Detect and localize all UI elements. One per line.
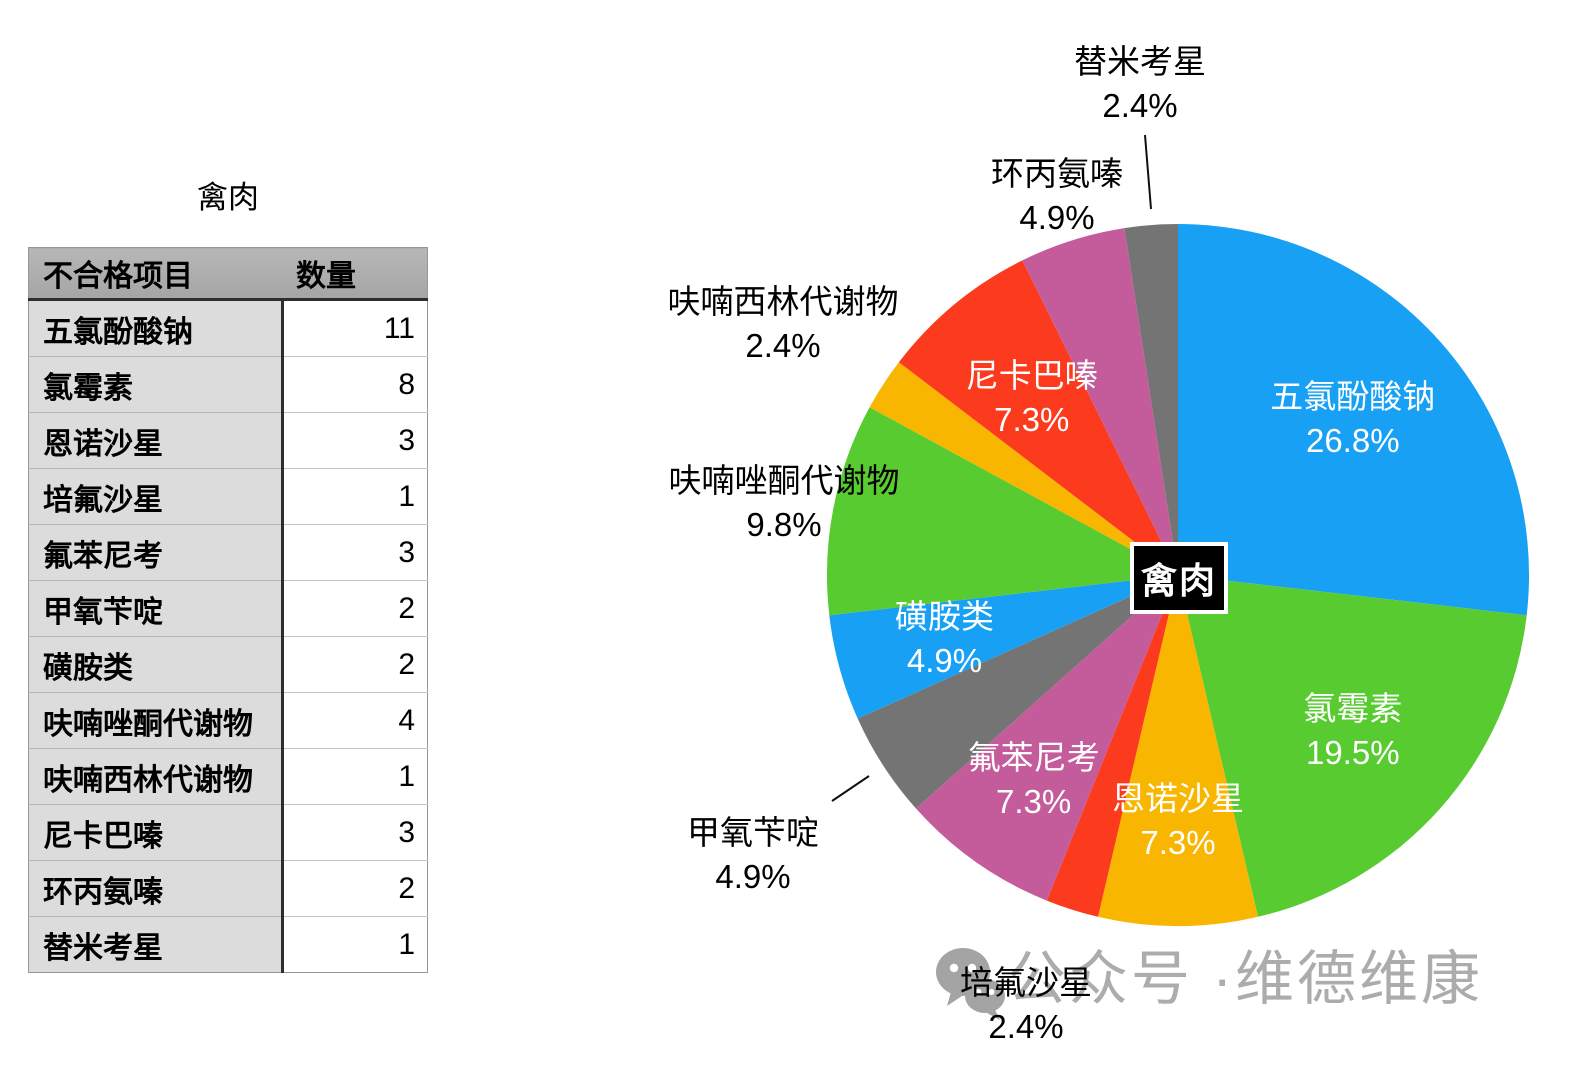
pie-slice-11 — [1124, 223, 1178, 575]
pie-slice-7 — [826, 407, 1178, 616]
table-title: 禽肉 — [197, 180, 259, 215]
pie-label-percent: 19.5% — [1305, 733, 1400, 771]
pie-label-name: 环丙氨嗪 — [991, 155, 1123, 192]
item-name-cell: 甲氧苄啶 — [28, 580, 282, 637]
item-name-cell: 五氯酚酸钠 — [28, 299, 282, 357]
leader-line-1 — [831, 775, 870, 802]
pie-label-9: 尼卡巴嗪 7.3% — [966, 354, 1098, 442]
item-count-cell: 2 — [280, 860, 428, 917]
pie-label-name: 培氟沙星 — [960, 964, 1092, 1001]
item-count-cell: 2 — [280, 636, 428, 693]
table-header-row: 不合格项目 数量 — [28, 247, 428, 301]
pie-label-2: 恩诺沙星 7.3% — [1112, 777, 1244, 865]
pie-label-10: 环丙氨嗪 4.9% — [991, 152, 1123, 240]
pie-slice-1 — [1178, 575, 1527, 917]
column-header-item: 不合格项目 — [28, 247, 282, 301]
pie-label-6: 磺胺类 4.9% — [895, 595, 994, 683]
table-row: 甲氧苄啶 2 — [28, 580, 428, 637]
table-row: 呋喃唑酮代谢物 4 — [28, 692, 428, 749]
table-row: 氯霉素 8 — [28, 356, 428, 413]
pie-slice-9 — [898, 260, 1178, 575]
item-count-cell: 2 — [280, 580, 428, 637]
pie-center-badge: 禽肉 — [1130, 542, 1228, 614]
pie-label-0: 五氯酚酸钠 26.8% — [1270, 375, 1435, 463]
table-row: 恩诺沙星 3 — [28, 412, 428, 469]
pie-label-percent: 26.8% — [1305, 422, 1400, 460]
item-count-cell: 3 — [280, 524, 428, 581]
item-count-cell: 3 — [280, 804, 428, 861]
item-name-cell: 恩诺沙星 — [28, 412, 282, 469]
item-count-cell: 1 — [280, 916, 428, 973]
pie-label-percent: 2.4% — [988, 1008, 1064, 1045]
pie-label-name: 恩诺沙星 — [1112, 779, 1244, 817]
pie-label-percent: 7.3% — [994, 400, 1070, 438]
item-name-cell: 呋喃西林代谢物 — [28, 748, 282, 805]
pie-label-name: 呋喃西林代谢物 — [667, 283, 899, 320]
item-name-cell: 培氟沙星 — [28, 468, 282, 525]
item-name-cell: 氟苯尼考 — [28, 524, 282, 581]
pie-center-label: 禽肉 — [1140, 560, 1217, 601]
item-name-cell: 氯霉素 — [28, 356, 282, 413]
wechat-icon — [936, 948, 1005, 1020]
item-name-cell: 呋喃唑酮代谢物 — [28, 692, 282, 749]
pie-label-name: 氯霉素 — [1303, 689, 1403, 727]
pie-label-percent: 4.9% — [906, 642, 983, 680]
pie-label-5: 甲氧苄啶 4.9% — [687, 811, 819, 899]
leader-line-0 — [1144, 134, 1152, 210]
pie-slice-8 — [869, 362, 1178, 575]
pie-label-4: 氟苯尼考 7.3% — [968, 736, 1100, 824]
table-row: 呋喃西林代谢物 1 — [28, 748, 428, 805]
pie-slice-10 — [1022, 228, 1178, 575]
pie-label-3: 培氟沙星 2.4% — [960, 961, 1092, 1049]
item-name-cell: 环丙氨嗪 — [28, 860, 282, 917]
pie-label-name: 氟苯尼考 — [967, 739, 1100, 777]
pie-label-name: 五氯酚酸钠 — [1270, 378, 1436, 416]
item-name-cell: 替米考星 — [28, 916, 282, 973]
table-row: 培氟沙星 1 — [28, 468, 428, 525]
item-name-cell: 磺胺类 — [28, 636, 282, 693]
item-name-cell: 尼卡巴嗪 — [28, 804, 282, 861]
pie-label-percent: 2.4% — [1102, 87, 1178, 124]
pie-label-8: 呋喃西林代谢物 2.4% — [668, 280, 899, 368]
item-count-cell: 3 — [280, 412, 428, 469]
pie-label-name: 尼卡巴嗪 — [965, 356, 1098, 394]
pie-slice-3 — [1046, 575, 1178, 917]
pie-label-7: 呋喃唑酮代谢物 9.8% — [669, 459, 900, 547]
watermark-text: 公众号 ·维德维康 — [1007, 946, 1484, 1012]
pie-label-percent: 4.9% — [715, 858, 791, 895]
table-row: 磺胺类 2 — [28, 636, 428, 693]
item-count-cell: 11 — [280, 299, 428, 357]
pie-slice-4 — [916, 575, 1178, 901]
pie-label-1: 氯霉素 19.5% — [1303, 687, 1402, 775]
pie-label-percent: 9.8% — [746, 506, 822, 543]
pie-slice-6 — [829, 575, 1178, 719]
table-row: 尼卡巴嗪 3 — [28, 804, 428, 861]
defect-table: 不合格项目 数量 五氯酚酸钠 11 氯霉素 8 恩诺沙星 3 培氟沙星 1 氟苯尼考 3 甲氧苄啶 2… — [28, 247, 428, 973]
pie-label-name: 呋喃唑酮代谢物 — [668, 462, 900, 499]
pie-label-name: 磺胺类 — [894, 598, 994, 636]
table-row: 氟苯尼考 3 — [28, 524, 428, 581]
column-header-count: 数量 — [282, 247, 428, 301]
watermark: 公众号 ·维德维康 — [935, 940, 1535, 1020]
item-count-cell: 1 — [280, 748, 428, 805]
pie-label-name: 甲氧苄啶 — [687, 814, 819, 851]
table-row: 五氯酚酸钠 11 — [28, 299, 428, 357]
pie-label-percent: 7.3% — [1140, 823, 1216, 861]
item-count-cell: 8 — [280, 356, 428, 413]
pie-slice-5 — [857, 575, 1178, 809]
pie-slice-2 — [1098, 575, 1258, 927]
pie-slice-0 — [1178, 224, 1530, 616]
table-row: 环丙氨嗪 2 — [28, 860, 428, 917]
table-row: 替米考星 1 — [28, 916, 428, 973]
summary-table-panel: 禽肉 不合格项目 数量 五氯酚酸钠 11 氯霉素 8 恩诺沙星 3 培氟沙星 1 氟苯尼考 3 甲氧… — [28, 180, 428, 973]
pie-label-percent: 4.9% — [1019, 199, 1095, 236]
pie-label-percent: 7.3% — [996, 783, 1072, 821]
item-count-cell: 4 — [280, 692, 428, 749]
item-count-cell: 1 — [280, 468, 428, 525]
pie-label-name: 替米考星 — [1074, 43, 1206, 80]
pie-label-percent: 2.4% — [745, 327, 821, 364]
pie-label-11: 替米考星 2.4% — [1074, 40, 1206, 128]
